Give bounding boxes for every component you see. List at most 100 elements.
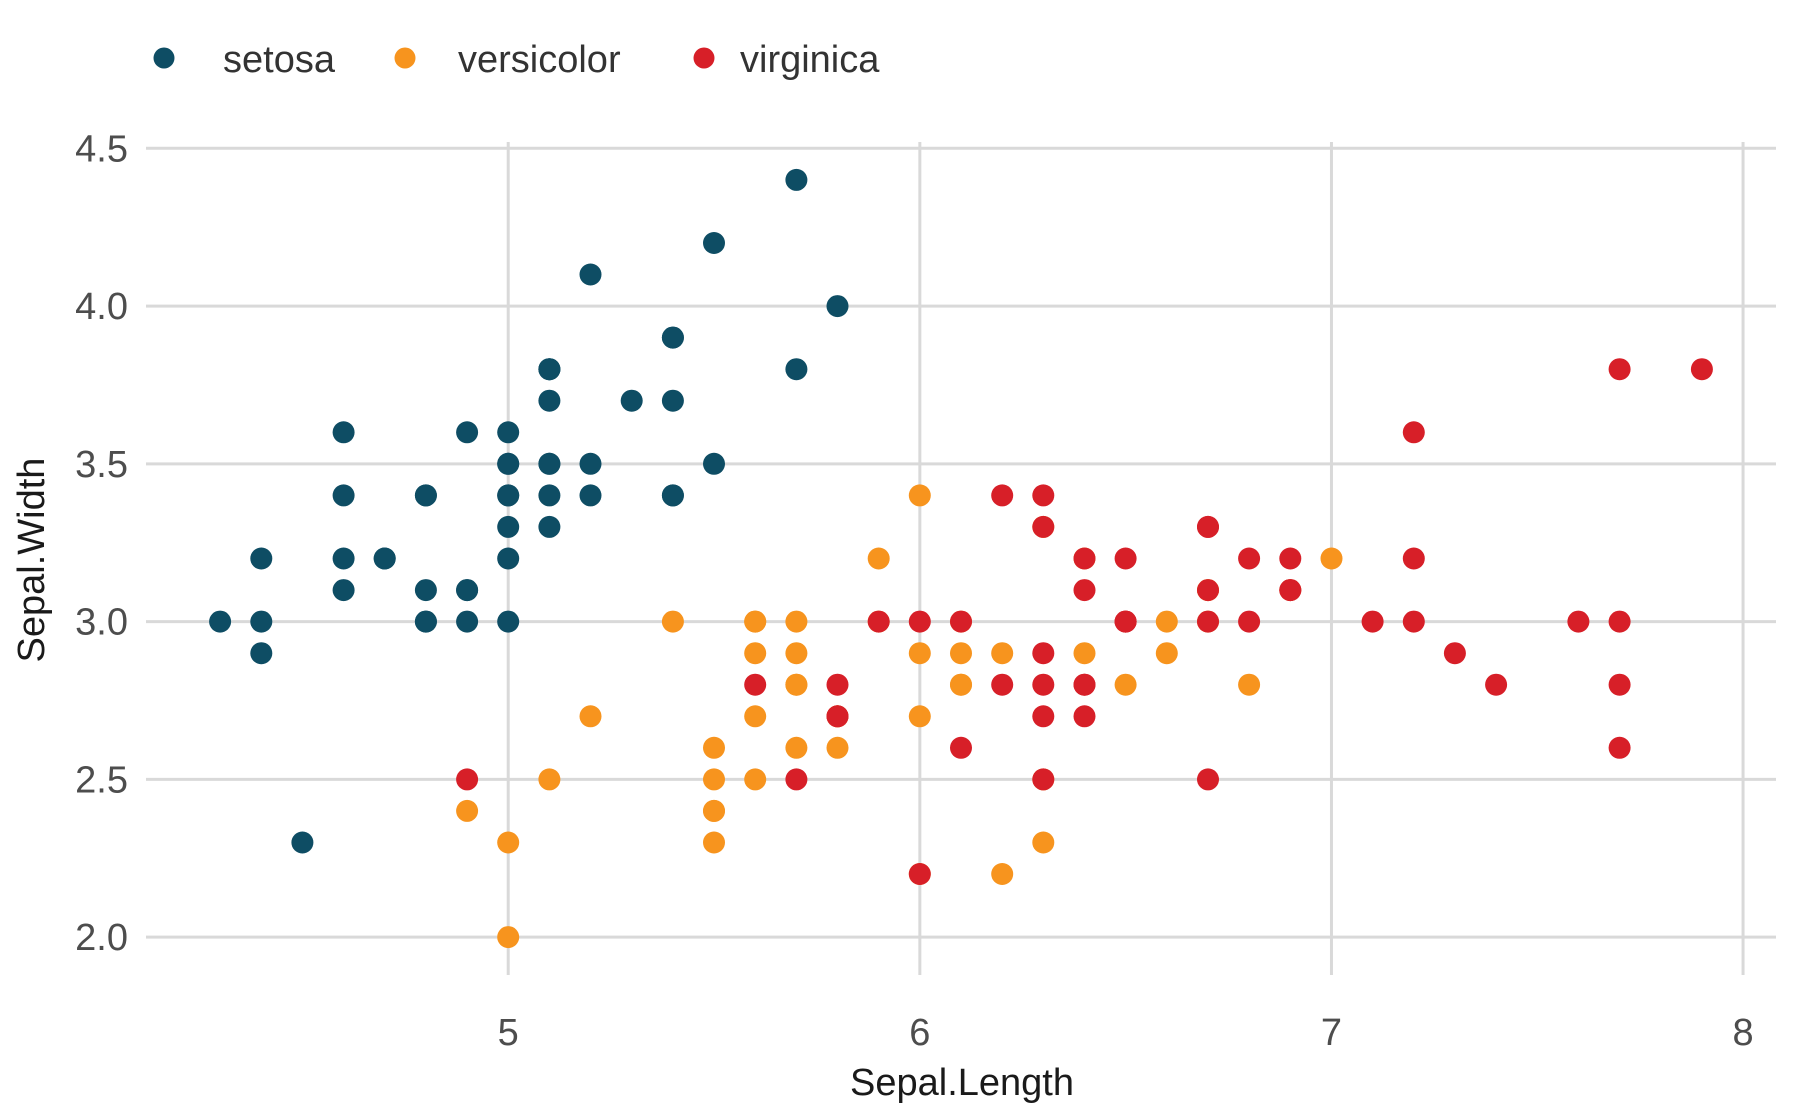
data-point-setosa xyxy=(538,515,561,538)
series-versicolor xyxy=(456,484,1343,949)
data-point-virginica xyxy=(1073,547,1096,570)
data-point-virginica xyxy=(826,705,849,728)
data-point-virginica xyxy=(1032,673,1055,696)
data-point-setosa xyxy=(497,547,520,570)
data-point-virginica xyxy=(991,673,1014,696)
data-point-virginica xyxy=(1485,673,1508,696)
data-point-virginica xyxy=(1114,610,1137,633)
data-point-setosa xyxy=(332,547,355,570)
data-point-versicolor xyxy=(1032,831,1055,854)
data-point-virginica xyxy=(1032,484,1055,507)
x-axis-title: Sepal.Length xyxy=(850,1062,1074,1104)
data-point-versicolor xyxy=(991,863,1014,885)
data-point-versicolor xyxy=(785,610,808,633)
data-point-versicolor xyxy=(1238,673,1261,696)
x-tick-label-5: 5 xyxy=(498,1012,519,1054)
data-point-setosa xyxy=(538,452,561,475)
data-point-virginica xyxy=(908,610,931,633)
data-point-setosa xyxy=(497,610,520,633)
legend-swatch-virginica-icon xyxy=(693,47,715,69)
y-tick-label-2.0: 2.0 xyxy=(75,917,128,959)
data-point-virginica xyxy=(785,768,808,791)
data-point-virginica xyxy=(991,484,1014,507)
data-point-versicolor xyxy=(661,610,684,633)
data-point-virginica xyxy=(1238,547,1261,570)
data-point-setosa xyxy=(414,610,437,633)
data-point-virginica xyxy=(950,736,972,759)
data-point-virginica xyxy=(1402,421,1425,444)
legend-swatch-setosa-icon xyxy=(153,47,175,69)
data-point-virginica xyxy=(826,673,849,696)
data-point-virginica xyxy=(1197,579,1219,602)
data-point-setosa xyxy=(414,484,437,507)
x-tick-label-6: 6 xyxy=(909,1012,930,1054)
data-point-setosa xyxy=(209,610,232,633)
legend: setosa versicolor virginica xyxy=(153,39,880,81)
data-point-virginica xyxy=(867,610,890,633)
legend-item-versicolor: versicolor xyxy=(394,39,621,81)
data-point-virginica xyxy=(1402,610,1425,633)
y-tick-label-3.0: 3.0 xyxy=(75,602,128,644)
data-point-virginica xyxy=(1690,358,1713,381)
data-point-setosa xyxy=(826,295,849,318)
data-point-versicolor xyxy=(1155,642,1178,665)
data-point-setosa xyxy=(703,452,725,475)
data-point-virginica xyxy=(1032,642,1055,665)
y-tick-label-4.5: 4.5 xyxy=(75,128,128,170)
data-point-versicolor xyxy=(785,673,808,696)
x-tick-label-8: 8 xyxy=(1733,1012,1754,1054)
data-point-setosa xyxy=(579,484,602,507)
data-point-virginica xyxy=(1608,736,1631,759)
data-point-versicolor xyxy=(1155,610,1178,633)
data-point-virginica xyxy=(1608,358,1631,381)
data-point-versicolor xyxy=(826,736,849,759)
data-point-versicolor xyxy=(456,799,479,822)
data-point-versicolor xyxy=(497,926,520,949)
data-point-setosa xyxy=(373,547,396,570)
data-point-versicolor xyxy=(908,705,931,728)
data-point-virginica xyxy=(1402,547,1425,570)
data-point-versicolor xyxy=(703,799,725,822)
data-point-virginica xyxy=(1197,515,1219,538)
data-point-virginica xyxy=(950,610,972,633)
data-point-setosa xyxy=(291,831,314,854)
data-point-setosa xyxy=(661,389,684,412)
data-point-setosa xyxy=(250,547,273,570)
data-point-versicolor xyxy=(1073,642,1096,665)
series-setosa xyxy=(209,168,849,854)
data-point-virginica xyxy=(456,768,479,791)
data-point-setosa xyxy=(785,168,808,191)
legend-item-virginica: virginica xyxy=(693,39,880,81)
data-point-virginica xyxy=(1032,515,1055,538)
data-point-virginica xyxy=(1073,673,1096,696)
data-point-virginica xyxy=(1238,610,1261,633)
legend-swatch-versicolor-icon xyxy=(394,47,416,69)
data-point-virginica xyxy=(1608,673,1631,696)
data-point-versicolor xyxy=(744,610,767,633)
data-point-versicolor xyxy=(744,642,767,665)
data-point-setosa xyxy=(579,452,602,475)
data-point-versicolor xyxy=(991,642,1014,665)
data-point-versicolor xyxy=(703,768,725,791)
x-axis-tick-labels: 5 6 7 8 xyxy=(498,1012,1754,1054)
data-point-setosa xyxy=(250,610,273,633)
data-point-virginica xyxy=(1114,547,1137,570)
data-point-setosa xyxy=(456,421,479,444)
data-point-versicolor xyxy=(908,484,931,507)
data-point-versicolor xyxy=(703,831,725,854)
data-point-setosa xyxy=(497,515,520,538)
data-point-setosa xyxy=(661,484,684,507)
data-point-virginica xyxy=(1032,768,1055,791)
y-tick-label-2.5: 2.5 xyxy=(75,759,128,801)
data-point-virginica xyxy=(1073,579,1096,602)
points-layer xyxy=(209,168,1713,949)
data-point-virginica xyxy=(908,863,931,885)
data-point-virginica xyxy=(1361,610,1384,633)
data-point-setosa xyxy=(538,358,561,381)
data-point-setosa xyxy=(497,484,520,507)
data-point-versicolor xyxy=(538,768,561,791)
data-point-setosa xyxy=(785,358,808,381)
data-point-versicolor xyxy=(744,705,767,728)
